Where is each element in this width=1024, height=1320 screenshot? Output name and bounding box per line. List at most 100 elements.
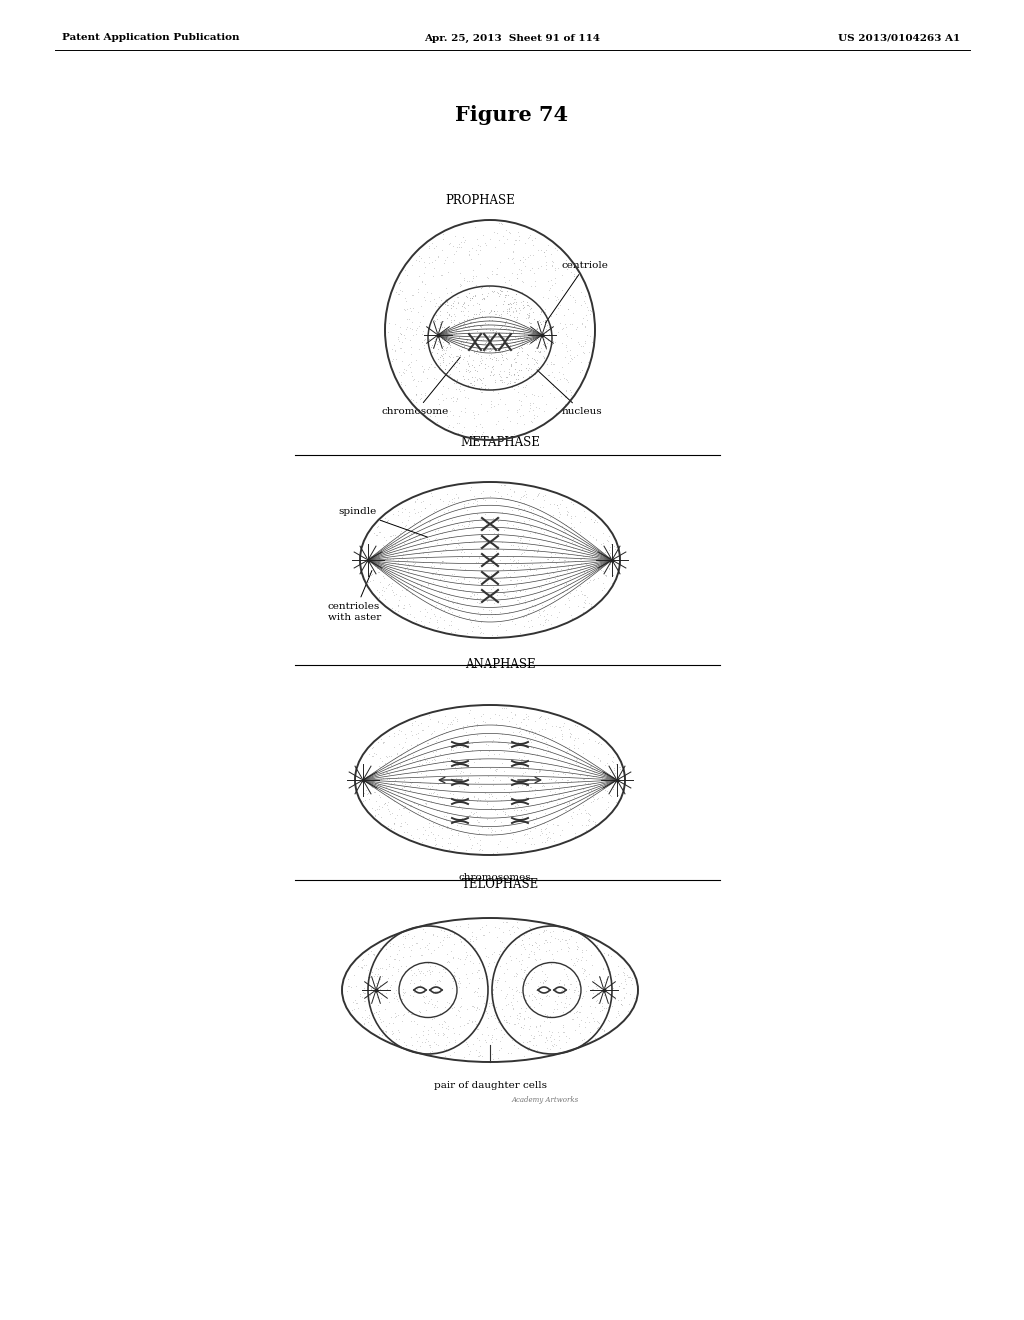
- Point: [509, 309, 525, 330]
- Point: [442, 622, 459, 643]
- Point: [532, 338, 549, 359]
- Point: [414, 533, 430, 554]
- Point: [359, 783, 376, 804]
- Point: [439, 290, 456, 312]
- Point: [562, 775, 579, 796]
- Point: [544, 249, 560, 271]
- Point: [547, 726, 563, 747]
- Point: [375, 731, 391, 752]
- Point: [461, 733, 477, 754]
- Point: [616, 970, 633, 991]
- Point: [431, 982, 447, 1003]
- Point: [490, 305, 507, 326]
- Point: [356, 1012, 373, 1034]
- Point: [444, 783, 461, 804]
- Point: [546, 354, 562, 375]
- Point: [506, 306, 522, 327]
- Point: [438, 326, 455, 347]
- Point: [378, 529, 394, 550]
- Point: [545, 1002, 561, 1023]
- Point: [534, 719, 550, 741]
- Point: [430, 1034, 446, 1055]
- Point: [402, 768, 419, 789]
- Point: [465, 401, 481, 422]
- Point: [514, 748, 530, 770]
- Point: [484, 770, 501, 791]
- Point: [568, 579, 585, 601]
- Point: [437, 330, 454, 351]
- Point: [490, 1040, 507, 1061]
- Point: [531, 325, 548, 346]
- Point: [520, 722, 537, 743]
- Point: [472, 352, 488, 374]
- Point: [438, 927, 455, 948]
- Point: [543, 1026, 559, 1047]
- Point: [463, 249, 479, 271]
- Point: [563, 506, 580, 527]
- Point: [516, 256, 532, 277]
- Point: [520, 780, 537, 801]
- Point: [597, 565, 613, 586]
- Point: [563, 925, 580, 946]
- Point: [440, 599, 457, 620]
- Point: [578, 564, 594, 585]
- Point: [588, 528, 604, 549]
- Point: [418, 548, 434, 569]
- Point: [427, 296, 443, 317]
- Point: [458, 358, 474, 379]
- Point: [466, 803, 482, 824]
- Point: [524, 935, 541, 956]
- Point: [499, 301, 515, 322]
- Point: [382, 548, 398, 569]
- Point: [552, 969, 568, 990]
- Point: [554, 820, 570, 841]
- Point: [445, 564, 462, 585]
- Point: [470, 568, 486, 589]
- Point: [512, 335, 528, 356]
- Point: [558, 317, 574, 338]
- Point: [435, 351, 452, 372]
- Point: [486, 743, 503, 764]
- Point: [556, 763, 572, 784]
- Point: [489, 1011, 506, 1032]
- Point: [471, 952, 487, 973]
- Point: [424, 993, 440, 1014]
- Point: [592, 990, 608, 1011]
- Point: [486, 767, 503, 788]
- Point: [364, 961, 380, 982]
- Point: [538, 484, 554, 506]
- Point: [380, 1012, 396, 1034]
- Point: [483, 331, 500, 352]
- Point: [505, 915, 521, 936]
- Point: [580, 803, 596, 824]
- Point: [485, 301, 502, 322]
- Point: [427, 304, 443, 325]
- Point: [423, 822, 439, 843]
- Point: [520, 226, 537, 247]
- Point: [458, 1032, 474, 1053]
- Point: [433, 788, 450, 809]
- Point: [505, 581, 521, 602]
- Point: [574, 940, 591, 961]
- Point: [551, 362, 567, 383]
- Point: [402, 1026, 419, 1047]
- Point: [563, 261, 580, 282]
- Point: [518, 507, 535, 528]
- Point: [580, 814, 596, 836]
- Point: [475, 480, 492, 502]
- Point: [558, 379, 574, 400]
- Point: [506, 371, 522, 392]
- Point: [562, 508, 579, 529]
- Point: [488, 760, 505, 781]
- Point: [384, 572, 400, 593]
- Point: [429, 529, 445, 550]
- Point: [547, 568, 563, 589]
- Point: [451, 352, 467, 374]
- Point: [371, 784, 387, 805]
- Point: [429, 412, 445, 433]
- Point: [410, 978, 426, 999]
- Point: [425, 812, 441, 833]
- Point: [532, 496, 549, 517]
- Point: [492, 917, 508, 939]
- Point: [409, 1023, 425, 1044]
